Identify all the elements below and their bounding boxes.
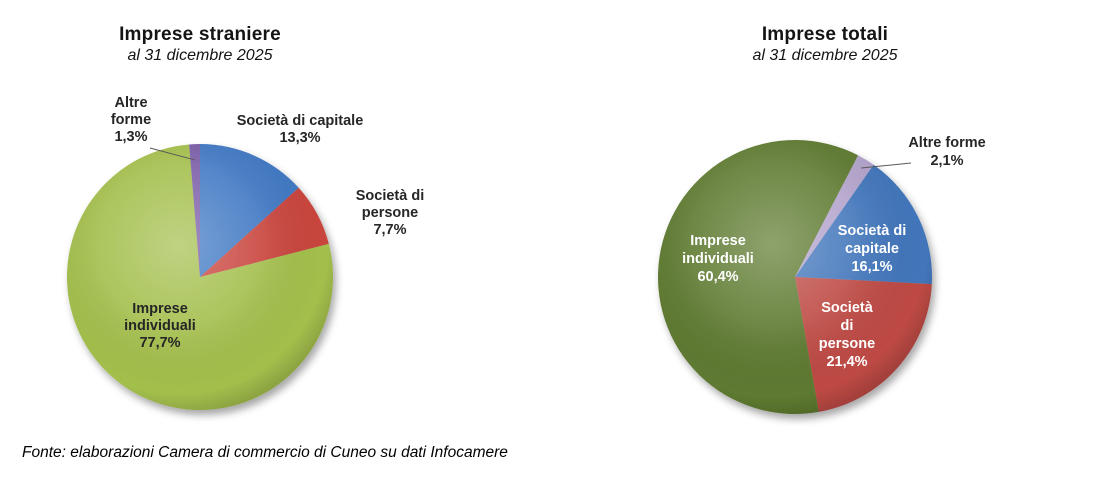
slice-label-societ-di-persone-line-2: 7,7% bbox=[373, 222, 406, 238]
slice-label-societ-di-persone-line-1: persone bbox=[362, 205, 418, 221]
chart-imprese-straniere: Imprese straniere al 31 dicembre 2025 So… bbox=[0, 24, 440, 445]
slice-label-societ-di-capitale-line-0: Società di capitale bbox=[237, 113, 364, 129]
slice-label-imprese-individuali-line-1: individuali bbox=[124, 318, 196, 334]
slice-label-altre-forme-line-0: Altre bbox=[114, 95, 147, 111]
slice-label-societ-di-persone-line-0: Società di bbox=[356, 188, 425, 204]
pie-gloss-overlay bbox=[67, 144, 333, 410]
slice-label-imprese-individuali-line-1: individuali bbox=[682, 251, 754, 267]
leader-line-altre-forme bbox=[860, 162, 912, 169]
chart-header-totali: Imprese totali al 31 dicembre 2025 bbox=[600, 24, 1050, 65]
pie-gloss-overlay bbox=[658, 140, 932, 414]
slice-label-societ-di-persone-line-2: persone bbox=[819, 336, 875, 352]
chart-header-straniere: Imprese straniere al 31 dicembre 2025 bbox=[0, 24, 400, 65]
leader-line-altre-forme bbox=[149, 147, 196, 161]
slice-label-imprese-individuali-line-2: 60,4% bbox=[697, 269, 738, 285]
slice-label-societ-di-capitale-line-1: 13,3% bbox=[279, 130, 320, 146]
chart-subtitle-straniere: al 31 dicembre 2025 bbox=[127, 47, 273, 64]
pie-body bbox=[658, 140, 932, 415]
slice-label-societ-di-persone-line-3: 21,4% bbox=[826, 354, 867, 370]
slice-label-imprese-individuali-line-2: 77,7% bbox=[139, 335, 180, 351]
slice-label-imprese-individuali-line-0: Imprese bbox=[132, 301, 188, 317]
slice-label-societ-di-persone-line-0: Società bbox=[821, 300, 874, 316]
chart-title-totali: Imprese totali bbox=[761, 24, 889, 45]
pie-body bbox=[67, 144, 333, 410]
slice-label-altre-forme-line-2: 1,3% bbox=[114, 129, 147, 145]
slice-label-altre-forme-line-1: forme bbox=[111, 112, 151, 128]
chart-title-straniere: Imprese straniere bbox=[119, 24, 281, 45]
source-note: Fonte: elaborazioni Camera di commercio … bbox=[22, 444, 508, 461]
slice-label-altre-forme-line-1: 2,1% bbox=[930, 153, 963, 169]
slice-label-imprese-individuali-line-0: Imprese bbox=[690, 233, 746, 249]
pie-chart-totali: Società di capitale 16,1% Società di persone 2… bbox=[658, 135, 986, 415]
slice-label-societ-di-persone-line-1: di bbox=[841, 318, 854, 334]
chart-subtitle-totali: al 31 dicembre 2025 bbox=[752, 47, 898, 64]
slice-label-societ-di-capitale-line-1: capitale bbox=[845, 241, 899, 257]
chart-imprese-totali: Imprese totali al 31 dicembre 2025 Socie… bbox=[600, 24, 1060, 445]
slice-label-societ-di-capitale-line-2: 16,1% bbox=[851, 259, 892, 275]
slice-label-societ-di-capitale-line-0: Società di bbox=[838, 223, 907, 239]
slice-label-altre-forme-line-0: Altre forme bbox=[908, 135, 985, 151]
